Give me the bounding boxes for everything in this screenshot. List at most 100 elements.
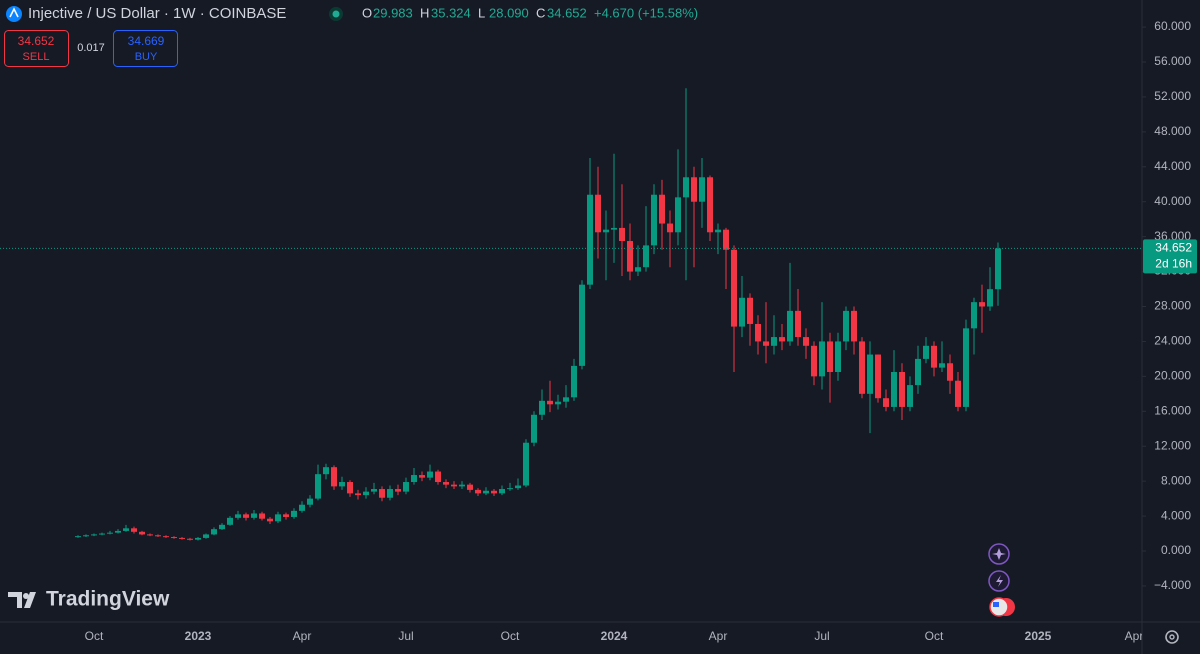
candle-body xyxy=(259,513,265,519)
price-label-box xyxy=(1143,239,1197,274)
candle-body xyxy=(419,475,425,478)
candle-body xyxy=(491,490,497,494)
candle-body xyxy=(851,310,857,342)
y-tick-label: 40.000 xyxy=(1154,194,1191,208)
candle-body xyxy=(811,345,817,377)
event-icon[interactable] xyxy=(988,543,1010,565)
candle-body xyxy=(323,467,329,475)
settings-button[interactable] xyxy=(1165,630,1179,644)
candle-body xyxy=(651,194,657,246)
candle-body xyxy=(211,529,217,535)
candle-body xyxy=(915,358,921,386)
candle-body xyxy=(899,372,905,407)
price-label: 34.652 xyxy=(1155,241,1192,255)
candle-body xyxy=(939,363,945,368)
ohlc-key: C xyxy=(536,5,545,20)
ohlc-value: 35.324 xyxy=(431,5,471,20)
x-tick-label: Jul xyxy=(398,629,413,643)
brand-name: TradingView xyxy=(46,588,170,611)
ohlc-value: 29.983 xyxy=(373,5,413,20)
candle-body xyxy=(971,302,977,329)
x-tick-label: Oct xyxy=(501,629,520,643)
candle-body xyxy=(707,177,713,233)
candle-body xyxy=(659,194,665,224)
change: +4.670 (+15.58%) xyxy=(594,5,698,20)
candle-body xyxy=(787,310,793,342)
sell-button[interactable] xyxy=(4,30,69,67)
candle-body xyxy=(483,490,489,494)
candle-body xyxy=(923,345,929,359)
candle-body xyxy=(115,530,121,533)
candle-body xyxy=(907,385,913,407)
candle-body xyxy=(371,489,377,492)
candle-body xyxy=(595,194,601,233)
candle-body xyxy=(379,489,385,498)
candle-body xyxy=(203,534,209,538)
x-tick-label: 2025 xyxy=(1025,629,1052,643)
status-dot xyxy=(332,10,340,18)
candle-body xyxy=(427,471,433,478)
ohlc-key: L xyxy=(478,5,485,20)
candle-body xyxy=(195,537,201,540)
candle-body xyxy=(347,482,353,494)
candle-body xyxy=(307,498,313,505)
candle-body xyxy=(283,514,289,517)
y-tick-label: 8.000 xyxy=(1161,473,1191,487)
event-icon[interactable] xyxy=(989,597,1015,617)
candle-body xyxy=(235,514,241,518)
candle-body xyxy=(275,514,281,522)
countdown: 2d 16h xyxy=(1155,257,1192,271)
ohlc-key: H xyxy=(420,5,429,20)
candle-body xyxy=(627,241,633,272)
candle-body xyxy=(891,372,897,407)
candle-body xyxy=(731,249,737,327)
sell-price[interactable]: 34.652 xyxy=(18,34,55,48)
ohlc-value: 34.652 xyxy=(547,5,587,20)
candle-body xyxy=(715,229,721,233)
y-tick-label: 24.000 xyxy=(1154,334,1191,348)
candle-body xyxy=(179,537,185,539)
candle-body xyxy=(75,536,81,538)
candle-body xyxy=(563,397,569,402)
candle-body xyxy=(531,414,537,443)
candle-body xyxy=(723,229,729,250)
y-tick-label: 56.000 xyxy=(1154,54,1191,68)
x-tick-label: Oct xyxy=(85,629,104,643)
candle-body xyxy=(619,227,625,242)
x-tick-label: 2023 xyxy=(185,629,212,643)
candle-body xyxy=(827,341,833,372)
x-tick-label: 2024 xyxy=(601,629,628,643)
y-tick-label: 12.000 xyxy=(1154,438,1191,452)
buy-label[interactable]: BUY xyxy=(135,51,158,63)
event-icon[interactable] xyxy=(988,570,1010,592)
x-tick-label: Oct xyxy=(925,629,944,643)
axes: −4.000 0.000 4.000 8.000 12.000 16.000 20.000 2… xyxy=(85,19,1197,643)
candle-body xyxy=(763,341,769,346)
candle-body xyxy=(699,177,705,202)
candle-body xyxy=(547,400,553,405)
candle-body xyxy=(299,504,305,511)
candle-body xyxy=(819,341,825,377)
candle-body xyxy=(219,524,225,530)
candle-body xyxy=(867,354,873,394)
candle-body xyxy=(747,297,753,324)
candle-body xyxy=(539,400,545,415)
buy-button[interactable] xyxy=(113,30,178,67)
candle-body xyxy=(555,401,561,405)
candle-body xyxy=(315,474,321,499)
logo xyxy=(8,592,36,608)
candle-body xyxy=(163,536,169,538)
y-tick-label: 4.000 xyxy=(1161,508,1191,522)
candle-body xyxy=(499,489,505,494)
x-axis: Oct 2023 Apr Jul Oct 2024 Apr Jul Oct 2025 Apr xyxy=(85,629,1142,643)
candle-body xyxy=(859,341,865,394)
candle-body xyxy=(795,310,801,338)
buy-price[interactable]: 34.669 xyxy=(128,34,165,48)
candle-body xyxy=(995,248,1001,290)
plot-area xyxy=(0,88,1142,541)
candle-body xyxy=(251,513,257,518)
sell-label[interactable]: SELL xyxy=(23,51,50,63)
ohlc-value: 28.090 xyxy=(489,5,529,20)
candle-body xyxy=(843,310,849,342)
candle-body xyxy=(579,284,585,366)
